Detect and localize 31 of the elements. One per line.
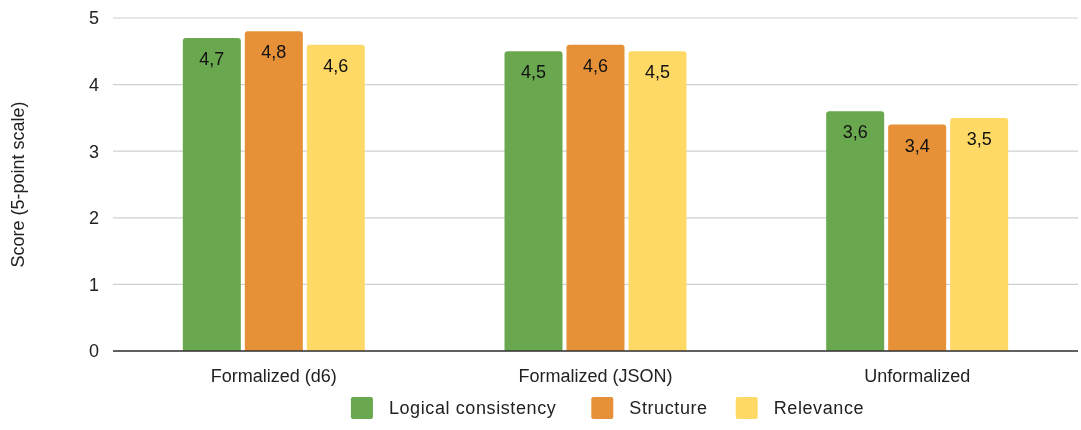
data-label: 3,4 [904, 135, 930, 156]
data-label: 4,6 [323, 55, 349, 76]
x-tick-label: Formalized (JSON) [518, 366, 673, 386]
bar [566, 44, 625, 351]
data-label: 4,6 [582, 55, 609, 76]
bar [888, 124, 947, 351]
y-tick-label: 4 [88, 74, 99, 95]
y-axis-title: Score (5-point scale) [8, 101, 28, 268]
legend-label: Structure [629, 398, 708, 419]
y-tick-label: 0 [88, 341, 99, 362]
data-label: 3,6 [842, 122, 868, 143]
data-label: 3,5 [966, 128, 992, 149]
bar [306, 44, 365, 351]
bar [826, 111, 885, 351]
legend-label: Relevance [773, 398, 865, 419]
x-tick-label: Unformalized [864, 366, 971, 386]
y-tick-label: 5 [88, 8, 99, 29]
y-tick-label: 2 [88, 208, 99, 229]
y-tick-label: 3 [88, 141, 99, 162]
y-tick-label: 1 [88, 274, 99, 295]
bar [628, 51, 687, 351]
bar [244, 31, 303, 351]
bar [182, 37, 241, 351]
legend-label: Logical consistency [388, 398, 557, 419]
x-tick-label: Formalized (d6) [210, 366, 337, 386]
data-label: 4,8 [261, 42, 287, 63]
bar [950, 117, 1009, 351]
bar [504, 51, 563, 351]
data-label: 4,7 [199, 48, 225, 69]
data-label: 4,5 [520, 62, 547, 83]
data-label: 4,5 [644, 62, 671, 83]
